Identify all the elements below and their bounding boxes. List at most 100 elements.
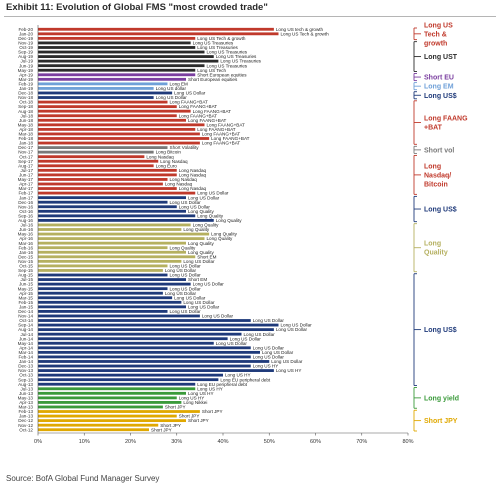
y-tick-label: Mar-14 — [18, 350, 33, 355]
bar-data-label: Long Quality — [188, 209, 214, 214]
bar-data-label: Long EM — [170, 81, 189, 86]
bar — [38, 300, 182, 304]
y-tick-label: Nov-18 — [18, 95, 33, 100]
bars-layer — [38, 27, 279, 432]
bar-data-label: Long US Tech & growth — [281, 31, 330, 36]
group-label: Long US$ — [424, 207, 457, 214]
group-label: Long — [424, 241, 441, 248]
bar — [38, 91, 173, 95]
x-tick-label: 50% — [264, 439, 275, 445]
y-tick-label: May-19 — [18, 68, 34, 73]
bar-data-label: Long US Dollar — [170, 264, 202, 269]
y-tick-label: Nov-15 — [18, 259, 33, 264]
group-label: Long US — [424, 22, 453, 29]
y-tick-label: Jul-19 — [20, 59, 33, 64]
bar — [38, 246, 168, 250]
bar — [38, 428, 149, 432]
bar — [38, 150, 154, 154]
y-tick-label: Feb-20 — [18, 27, 33, 32]
bar — [38, 209, 186, 213]
bar — [38, 250, 186, 254]
bar — [38, 287, 168, 291]
y-tick-label: Apr-16 — [19, 236, 33, 241]
bar-data-label: Long Nasdaq — [179, 172, 207, 177]
y-tick-label: Jan-13 — [19, 414, 33, 419]
group-label: Long yield — [424, 395, 459, 402]
y-tick-label: Aug-14 — [18, 327, 33, 332]
y-tick-label: Jun-19 — [19, 63, 33, 68]
y-tick-label: Jun-16 — [19, 227, 33, 232]
bar-data-label: Long US Dollar — [202, 314, 234, 319]
bar-data-label: Long US Dollar — [174, 91, 206, 96]
y-tick-label: Mar-19 — [18, 77, 33, 82]
y-tick-label: Jun-13 — [19, 391, 33, 396]
bar-data-label: Long US Tech — [197, 68, 226, 73]
y-tick-label: Nov-14 — [18, 314, 33, 319]
y-tick-label: May-13 — [18, 395, 34, 400]
bar — [38, 419, 186, 423]
y-tick-label: Jan-15 — [19, 304, 33, 309]
bar-data-label: Short JPY — [188, 418, 209, 423]
bar — [38, 323, 279, 327]
title-divider — [4, 16, 496, 17]
bar-data-label: Long Quality — [207, 236, 233, 241]
bar-data-label: Long US Dollar — [281, 323, 313, 328]
y-tick-label: Aug-13 — [18, 382, 33, 387]
bar — [38, 332, 242, 336]
bar — [38, 59, 219, 63]
y-tick-label: Nov-17 — [18, 150, 33, 155]
bar — [38, 114, 177, 118]
y-tick-label: Jun-15 — [19, 282, 33, 287]
y-tick-label: Jul-16 — [20, 223, 33, 228]
bar-data-label: Long US Dollar — [271, 359, 303, 364]
bar — [38, 46, 196, 49]
bar-data-label: Long Bitcoin — [156, 150, 182, 155]
bar-data-label: Long US tech & growth — [276, 27, 324, 32]
y-tick-label: Apr-17 — [19, 182, 33, 187]
y-tick-label: Mar-15 — [18, 295, 33, 300]
bar — [38, 96, 154, 99]
y-tick-label: Dec-17 — [18, 145, 33, 150]
bar-data-label: Long US Dollar — [179, 204, 211, 209]
group-label: Long UST — [424, 54, 458, 61]
y-tick-label: Dec-18 — [18, 91, 33, 96]
bar-data-label: Long FAANG+BAT — [207, 122, 246, 127]
bar-data-label: Long US Treasuries — [197, 45, 238, 50]
y-tick-label: Apr-19 — [19, 72, 33, 77]
bar-data-label: Long US Dollar — [216, 341, 248, 346]
bar-data-label: Long US Dollar — [156, 95, 188, 100]
y-tick-label: Nov-12 — [18, 423, 33, 428]
bar — [38, 214, 196, 218]
x-tick-label: 80% — [402, 439, 413, 445]
bar — [38, 82, 168, 86]
x-tick-label: 40% — [217, 439, 228, 445]
bar-data-label: Long FAANG+BAT — [193, 109, 232, 114]
group-label: Long — [424, 163, 441, 170]
bar — [38, 350, 260, 354]
y-tick-label: Jul-15 — [20, 277, 33, 282]
bar — [38, 27, 274, 31]
bar — [38, 200, 168, 204]
x-tick-label: 70% — [356, 439, 367, 445]
bar — [38, 228, 182, 231]
y-tick-label: Feb-17 — [18, 191, 33, 196]
bar — [38, 341, 214, 345]
y-tick-label: May-16 — [18, 232, 34, 237]
bar-data-label: Long US Dollar — [276, 327, 308, 332]
y-tick-label: Dec-13 — [18, 364, 33, 369]
bar — [38, 391, 186, 395]
bar — [38, 87, 154, 90]
bar-data-label: Long US Dollar — [262, 350, 294, 355]
bar-data-label: Long FAANG+BAT — [202, 132, 241, 137]
bar — [38, 369, 274, 372]
bar-data-label: Long FAANG+BAT — [188, 118, 227, 123]
bar-data-label: Long FAANG+BAT — [211, 136, 250, 141]
y-tick-label: Oct-17 — [19, 154, 33, 159]
y-tick-label: Oct-15 — [19, 264, 33, 269]
y-tick-label: Feb-19 — [18, 81, 33, 86]
y-tick-label: Oct-16 — [19, 209, 33, 214]
y-tick-label: Nov-19 — [18, 41, 33, 46]
bar-data-label: Long US Treasuries — [220, 59, 261, 64]
y-tick-label: Sep-16 — [18, 213, 33, 218]
